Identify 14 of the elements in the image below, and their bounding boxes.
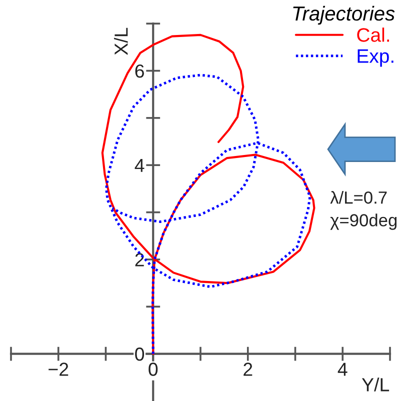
- x-tick-label: −2: [48, 362, 68, 376]
- y-tick-label: 0: [135, 348, 144, 361]
- x-axis-title: Y/L: [362, 378, 390, 392]
- legend-label: Exp.: [358, 49, 394, 67]
- x-tick-label: 0: [148, 362, 158, 376]
- annotation: χ=90deg: [330, 214, 397, 230]
- y-tick-label: 4: [134, 159, 144, 172]
- legend-title: Trajectories: [293, 6, 395, 25]
- y-axis-title: X/L: [114, 28, 128, 55]
- legend-label: Cal.: [357, 28, 390, 42]
- x-tick-label: 4: [338, 362, 348, 376]
- x-tick-label: 2: [244, 362, 252, 376]
- y-tick-label: 6: [135, 64, 144, 78]
- annotation: λ/L=0.7: [330, 191, 387, 204]
